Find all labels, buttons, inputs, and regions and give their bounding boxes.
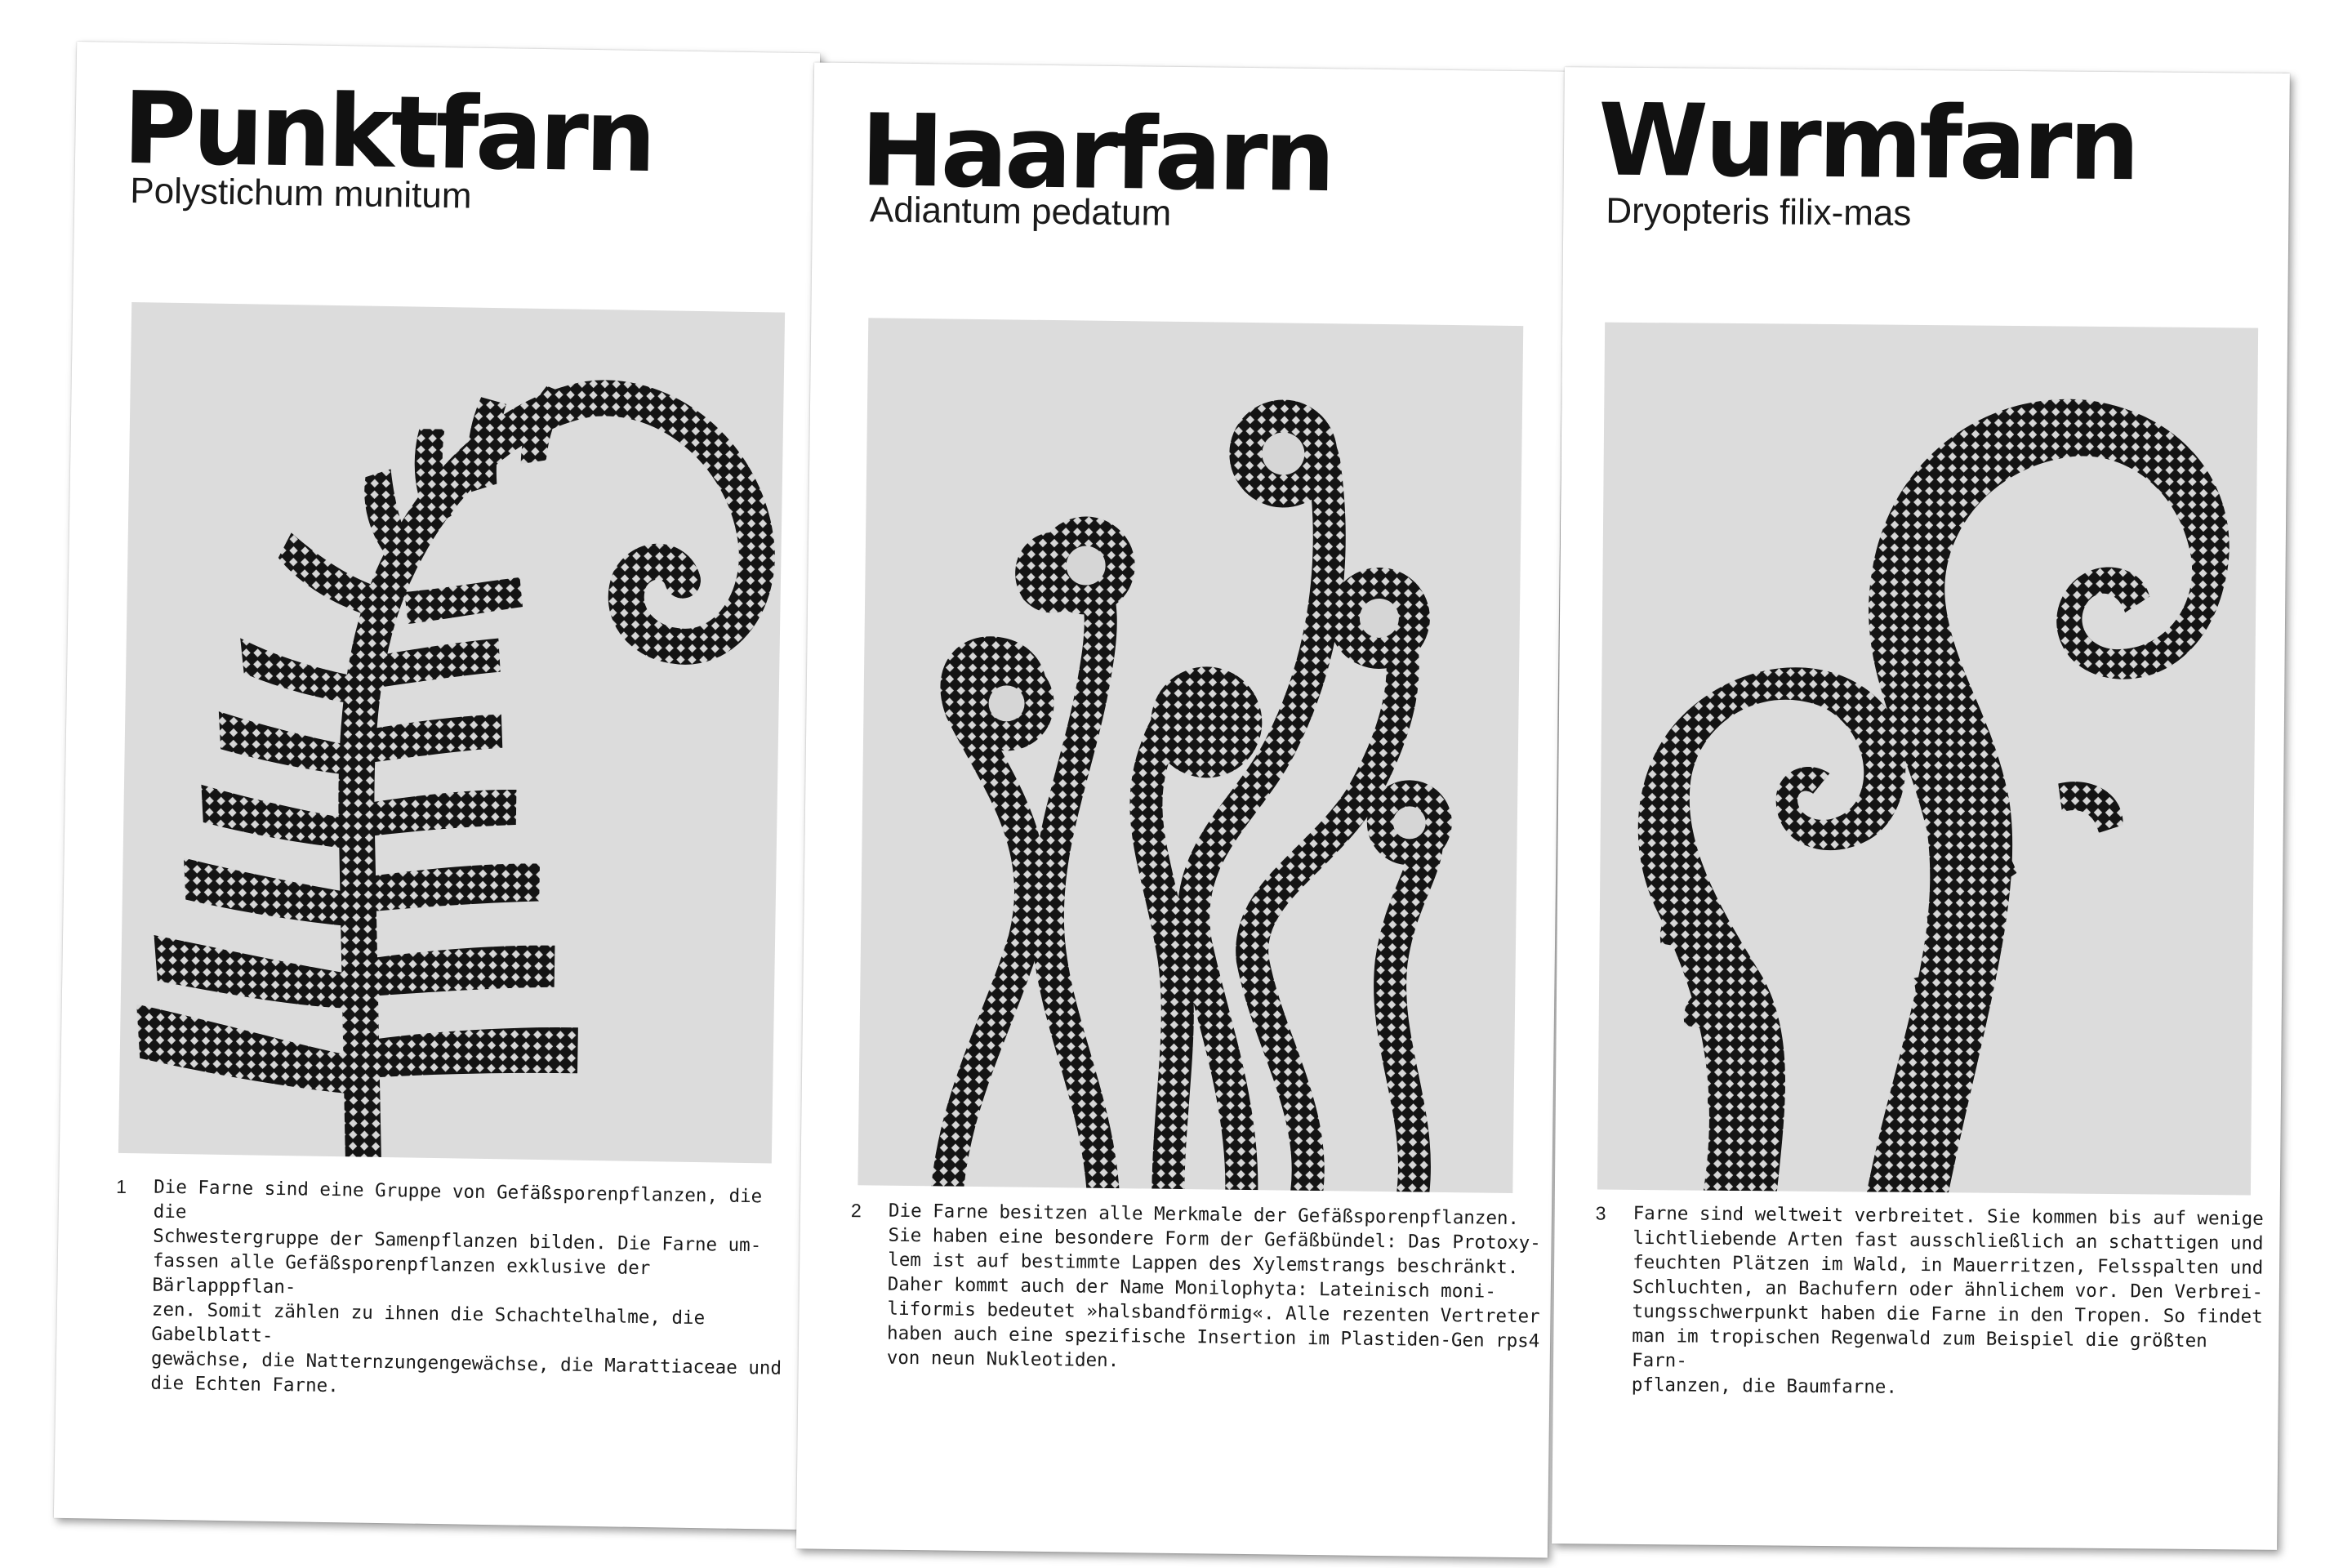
fern-frond-image	[118, 302, 786, 1164]
caption-text: Die Farne besitzen alle Merkmale der Gef…	[886, 1200, 1541, 1372]
card-title: Wurmfarn	[1597, 82, 2137, 203]
card-latin-name: Adiantum pedatum	[869, 189, 1172, 234]
caption-text: Farne sind weltweit verbreitet. Sie komm…	[1631, 1202, 2264, 1398]
caption-number: 3	[1595, 1202, 1606, 1224]
unfurling-fronds-image	[1597, 322, 2259, 1196]
card-latin-name: Polystichum munitum	[130, 171, 472, 216]
poster-card-haarfarn: Haarfarn Adiantum pedatum	[795, 62, 1566, 1558]
card-title: Punktfarn	[122, 69, 654, 195]
poster-card-punktfarn: Punktfarn Polystichum munitum	[53, 41, 821, 1530]
poster-card-wurmfarn: Wurmfarn Dryopteris filix-mas 3 Farne si…	[1552, 67, 2290, 1550]
caption-text: Die Farne sind eine Gruppe von Gefäßspor…	[150, 1176, 782, 1397]
caption-number: 2	[850, 1200, 862, 1222]
caption-number: 1	[116, 1175, 127, 1198]
fiddleheads-image	[858, 318, 1524, 1193]
card-latin-name: Dryopteris filix-mas	[1606, 190, 1912, 234]
